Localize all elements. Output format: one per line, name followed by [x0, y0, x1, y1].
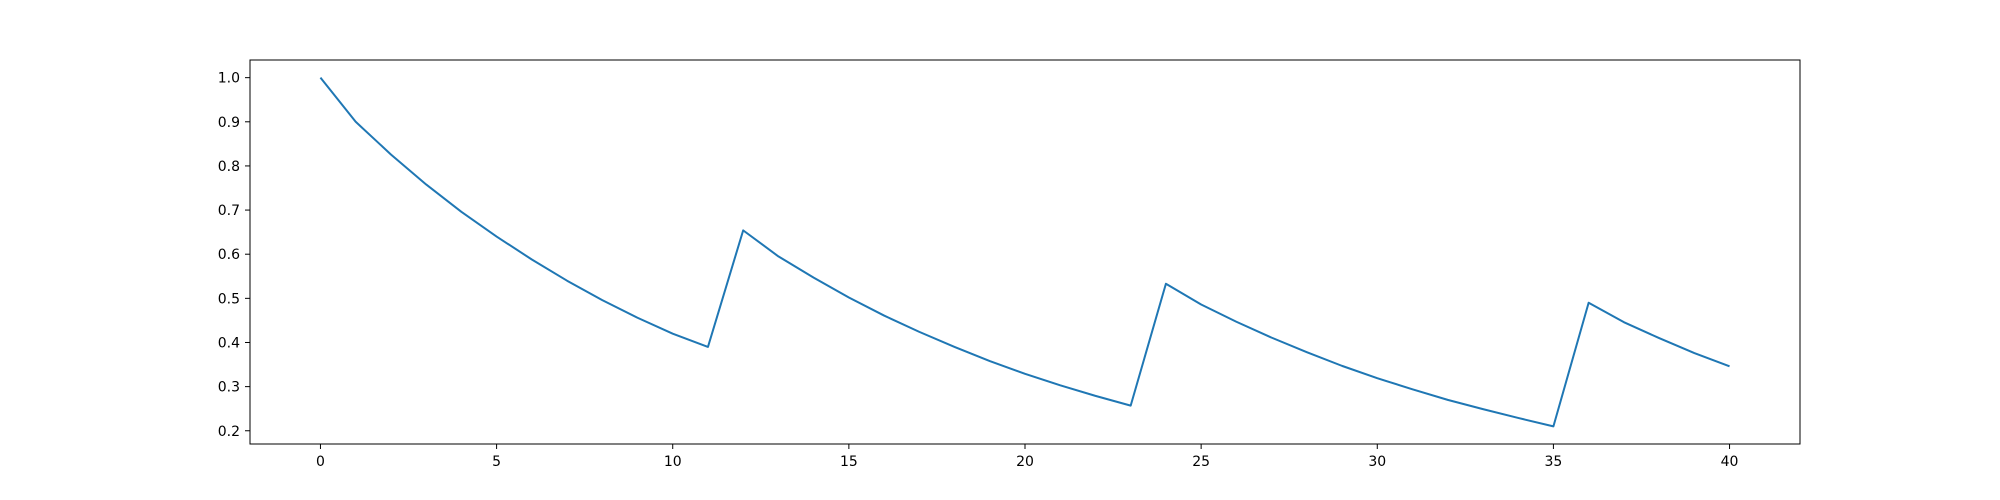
x-tick-label: 20: [1016, 454, 1034, 470]
series-line-0: [319, 77, 1730, 428]
y-tick-label: 1.0: [218, 71, 240, 87]
y-tick-label: 0.9: [218, 115, 240, 131]
x-axis-ticks: 0 5 10 15 20 25 30 35 40: [316, 444, 1738, 470]
axes-frame: [249, 59, 1801, 445]
y-tick-label: 0.8: [218, 159, 240, 175]
y-tick-label: 0.6: [218, 247, 240, 263]
x-tick-label: 15: [840, 454, 858, 470]
y-axis-ticks: 0.2 0.3 0.4 0.5 0.6 0.7 0.8 0.9 1.0: [218, 71, 250, 440]
x-tick-label: 40: [1721, 454, 1739, 470]
x-tick-label: 35: [1544, 454, 1562, 470]
x-tick-label: 5: [492, 454, 501, 470]
y-tick-label: 0.4: [218, 335, 240, 351]
plot-area: [319, 77, 1730, 428]
x-tick-label: 10: [664, 454, 682, 470]
x-tick-label: 0: [316, 454, 325, 470]
y-tick-label: 0.3: [218, 380, 240, 396]
x-tick-label: 30: [1368, 454, 1386, 470]
y-tick-label: 0.2: [218, 424, 240, 440]
y-tick-label: 0.7: [218, 203, 240, 219]
x-tick-label: 25: [1192, 454, 1210, 470]
y-tick-label: 0.5: [218, 291, 240, 307]
